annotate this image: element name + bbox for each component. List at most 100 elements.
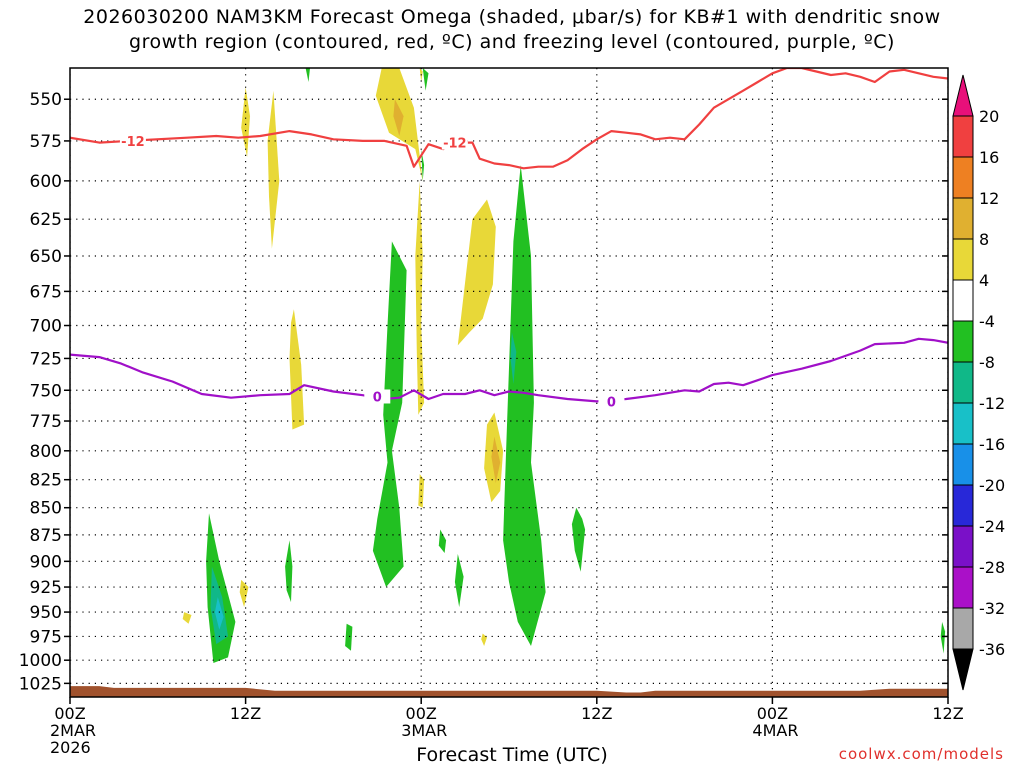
x-tick-label-0-0: 00Z — [54, 704, 85, 723]
x-tick-label-12-0: 12Z — [230, 704, 261, 723]
colorbar-swatch-9 — [952, 443, 974, 486]
omega-region-0-4 — [289, 309, 305, 430]
y-tick-label-675: 675 — [30, 282, 62, 302]
source-credit: coolwx.com/models — [838, 745, 1004, 763]
colorbar-swatch-12 — [952, 566, 974, 609]
contour-label-bg-0-1 — [441, 135, 468, 150]
omega-region-0-5 — [457, 199, 496, 346]
y-tick-label-700: 700 — [30, 317, 62, 337]
x-tick-label-0-2: 2026 — [50, 738, 91, 757]
omega-region-2-0 — [305, 68, 310, 82]
colorbar-swatch-3 — [952, 197, 974, 240]
colorbar-label-11: -28 — [979, 558, 1005, 577]
colorbar-label-0: 20 — [979, 107, 999, 126]
omega-region-2-5 — [285, 540, 293, 603]
x-axis-label: Forecast Time (UTC) — [416, 744, 608, 766]
colorbar-swatch-2 — [952, 156, 974, 199]
y-tick-label-550: 550 — [30, 90, 62, 110]
y-tick-label-850: 850 — [30, 499, 62, 519]
omega-region-1-1 — [491, 436, 501, 484]
colorbar-label-4: 4 — [979, 271, 989, 290]
colorbar-label-5: -4 — [979, 312, 995, 331]
y-tick-label-1000: 1000 — [19, 651, 62, 671]
y-tick-label-1025: 1025 — [19, 674, 62, 694]
colorbar-swatch-11 — [952, 525, 974, 568]
x-tick-label-48-0: 00Z — [757, 704, 788, 723]
colorbar-swatch-6 — [952, 320, 974, 363]
colorbar-label-3: 8 — [979, 230, 989, 249]
contour-label-bg-1-0 — [364, 389, 391, 404]
omega-region-3-1 — [510, 332, 517, 384]
y-tick-label-900: 900 — [30, 552, 62, 572]
chart-title-line-1: 2026030200 NAM3KM Forecast Omega (shaded… — [83, 6, 941, 28]
plot-area: -12 -12 0 0 — [70, 68, 948, 697]
y-tick-label-625: 625 — [30, 210, 62, 230]
y-tick-label-950: 950 — [30, 603, 62, 623]
plot-frame — [69, 67, 949, 698]
contour-label-bg-0-0 — [119, 133, 146, 148]
colorbar-label-9: -20 — [979, 476, 1005, 495]
contour-label-0-1: -12 — [443, 137, 467, 152]
colorbar-label-6: -8 — [979, 353, 995, 372]
colorbar-label-8: -16 — [979, 435, 1005, 454]
contour-line-1 — [70, 337, 948, 403]
omega-region-2-9 — [345, 623, 353, 651]
contour-label-bg-1-1 — [598, 394, 625, 409]
x-tick-label-36-0: 12Z — [581, 704, 612, 723]
x-tick-label-24-0: 00Z — [406, 704, 437, 723]
x-tick-label-60-0: 12Z — [932, 704, 963, 723]
omega-region-2-7 — [454, 554, 464, 608]
contour-label-0-0: -12 — [121, 135, 145, 150]
colorbar-swatch-8 — [952, 402, 974, 445]
y-tick-label-825: 825 — [30, 471, 62, 491]
y-tick-label-750: 750 — [30, 381, 62, 401]
omega-region-2-2 — [372, 241, 407, 587]
y-tick-label-925: 925 — [30, 578, 62, 598]
omega-region-0-7 — [418, 474, 425, 508]
y-tick-label-600: 600 — [30, 172, 62, 192]
colorbar-swatch-4 — [952, 238, 974, 281]
omega-region-2-10 — [940, 621, 946, 654]
omega-region-2-3 — [503, 165, 546, 646]
omega-region-2-8 — [438, 529, 447, 553]
colorbar-label-12: -32 — [979, 599, 1005, 618]
y-tick-label-575: 575 — [30, 132, 62, 152]
omega-region-2-1 — [422, 68, 429, 91]
omega-region-0-10 — [481, 633, 487, 646]
omega-region-0-0 — [241, 87, 250, 158]
y-tick-label-650: 650 — [30, 247, 62, 267]
omega-region-4-0 — [214, 597, 224, 630]
colorbar-label-13: -36 — [979, 640, 1005, 659]
terrain-fill — [70, 686, 948, 697]
omega-region-0-8 — [239, 579, 249, 608]
y-tick-label-875: 875 — [30, 526, 62, 546]
x-tick-label-0-1: 2MAR — [50, 721, 96, 740]
colorbar-label-1: 16 — [979, 148, 999, 167]
contour-label-1-1: 0 — [607, 395, 616, 410]
colorbar-label-7: -12 — [979, 394, 1005, 413]
x-tick-label-48-1: 4MAR — [752, 721, 798, 740]
colorbar-cap-top — [952, 74, 974, 117]
contour-line-0 — [70, 68, 948, 170]
colorbar-label-10: -24 — [979, 517, 1005, 536]
y-tick-label-975: 975 — [30, 627, 62, 647]
colorbar-swatch-10 — [952, 484, 974, 527]
colorbar-swatch-7 — [952, 361, 974, 404]
x-tick-label-24-1: 3MAR — [401, 721, 447, 740]
contour-label-1-0: 0 — [373, 390, 382, 405]
y-tick-label-800: 800 — [30, 442, 62, 462]
colorbar-swatch-1 — [952, 115, 974, 158]
y-tick-label-775: 775 — [30, 412, 62, 432]
colorbar-swatch-13 — [952, 607, 974, 650]
omega-region-0-9 — [182, 612, 192, 624]
y-tick-label-725: 725 — [30, 349, 62, 369]
omega-region-2-6 — [571, 507, 586, 572]
chart-title-line-2: growth region (contoured, red, ºC) and f… — [129, 31, 895, 53]
omega-region-2-11 — [421, 149, 425, 181]
colorbar-cap-bottom — [952, 648, 974, 691]
omega-region-0-1 — [267, 90, 280, 249]
omega-region-1-0 — [393, 99, 404, 136]
colorbar-swatch-5 — [952, 279, 974, 322]
colorbar-label-2: 12 — [979, 189, 999, 208]
